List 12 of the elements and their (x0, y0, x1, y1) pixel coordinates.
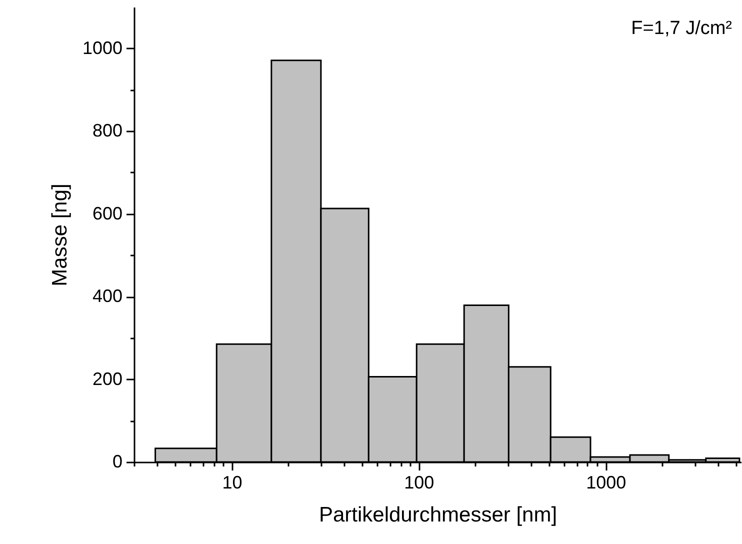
x-tick-label: 1000 (586, 472, 626, 492)
y-tick-label: 1000 (82, 38, 122, 58)
y-tick-label: 200 (92, 368, 122, 389)
x-tick-label: 10 (222, 472, 242, 492)
y-tick-label: 600 (92, 203, 122, 224)
y-axis-title: Masse [ng] (48, 184, 72, 286)
x-axis-title: Partikeldurchmesser [nm] (318, 504, 558, 526)
y-tick-label: 800 (92, 120, 122, 141)
annotation: F=1,7 J/cm² (631, 18, 732, 39)
x-tick-label: 100 (404, 472, 434, 492)
y-tick-label: 400 (92, 286, 122, 306)
y-tick-label: 0 (112, 452, 122, 472)
